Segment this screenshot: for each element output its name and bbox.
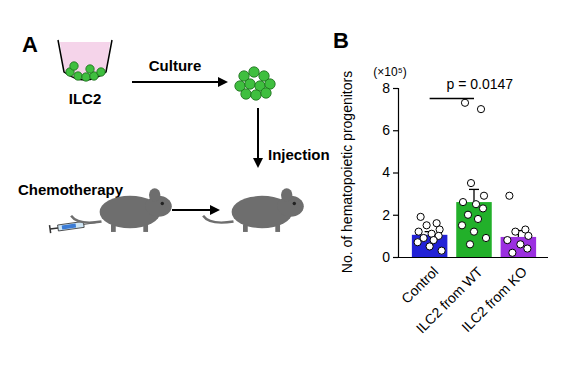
syringe <box>50 219 97 233</box>
panel-label: B <box>333 28 349 53</box>
figure: A ILC2 Culture Injection Chemotherapy B 0 2 4 6 8 C… <box>0 0 561 379</box>
tick: 2 <box>382 207 398 223</box>
panel-b: B 0 2 4 6 8 ControlILC2 from WTILC2 from KO No.… <box>333 28 548 336</box>
tick: Control <box>398 257 441 307</box>
step-label: Culture <box>149 57 202 74</box>
axis-title: No. of hematopoietic progenitors <box>339 71 355 273</box>
tick-label: 8 <box>382 80 390 96</box>
data-point <box>438 247 445 254</box>
data-point <box>472 201 479 208</box>
axis-unit: (×10⁵) <box>373 65 406 79</box>
culture-well <box>58 40 112 81</box>
data-point <box>467 179 474 186</box>
axis-line <box>398 257 548 258</box>
data-point <box>480 192 487 199</box>
bar <box>501 237 537 257</box>
tick-mark <box>393 215 398 216</box>
arrow <box>257 108 259 166</box>
annotation: p = 0.0147 <box>447 76 514 92</box>
data-point <box>423 222 430 229</box>
plot-area <box>412 99 536 257</box>
y-axis: 0 2 4 6 8 <box>382 80 398 265</box>
data-point <box>506 192 513 199</box>
tick-label: 0 <box>382 249 390 265</box>
data-point <box>415 228 422 235</box>
data-point <box>458 222 465 229</box>
data-point <box>414 239 421 246</box>
data-point <box>470 228 477 235</box>
panel-label: A <box>22 32 38 57</box>
step-label: Injection <box>268 146 330 163</box>
axis-line <box>393 89 399 258</box>
significance-line <box>430 98 474 100</box>
arrow <box>132 81 226 83</box>
panel-a: A ILC2 Culture Injection Chemotherapy <box>18 32 330 233</box>
tick: 0 <box>382 249 398 265</box>
bar <box>412 235 448 257</box>
data-point <box>417 213 424 220</box>
data-point <box>509 249 516 256</box>
data-point <box>479 205 486 212</box>
data-point <box>517 241 524 248</box>
data-point <box>459 198 466 205</box>
tick: 4 <box>382 164 398 180</box>
data-point <box>426 243 433 250</box>
tick-mark <box>393 172 398 173</box>
data-point <box>525 232 532 239</box>
tick-label: Control <box>398 263 441 306</box>
tick-mark <box>393 130 398 131</box>
tick-label: 2 <box>382 207 390 223</box>
data-point <box>461 99 468 106</box>
tick-mark <box>393 88 398 89</box>
data-point <box>482 234 489 241</box>
data-point <box>524 245 531 252</box>
tick-label: ILC2 from KO <box>458 263 530 335</box>
x-axis: ControlILC2 from WTILC2 from KO <box>398 257 548 336</box>
tick-mark <box>393 257 398 258</box>
data-point <box>466 241 473 248</box>
step-label: Chemotherapy <box>18 181 124 198</box>
data-point <box>512 228 519 235</box>
tick: 6 <box>382 122 398 138</box>
cell-label: ILC2 <box>69 90 102 107</box>
data-point <box>474 215 481 222</box>
cell-cluster <box>235 67 275 100</box>
data-point <box>504 237 511 244</box>
mouse <box>203 188 304 232</box>
bar <box>456 202 492 257</box>
data-point <box>464 211 471 218</box>
tick-label: 4 <box>382 164 390 180</box>
error-bar <box>469 189 479 202</box>
tick-label: 6 <box>382 122 390 138</box>
mouse <box>71 188 172 232</box>
arrow <box>172 209 218 211</box>
tick: 8 <box>382 80 398 96</box>
data-point <box>477 106 484 113</box>
tick: ILC2 from KO <box>458 257 530 335</box>
